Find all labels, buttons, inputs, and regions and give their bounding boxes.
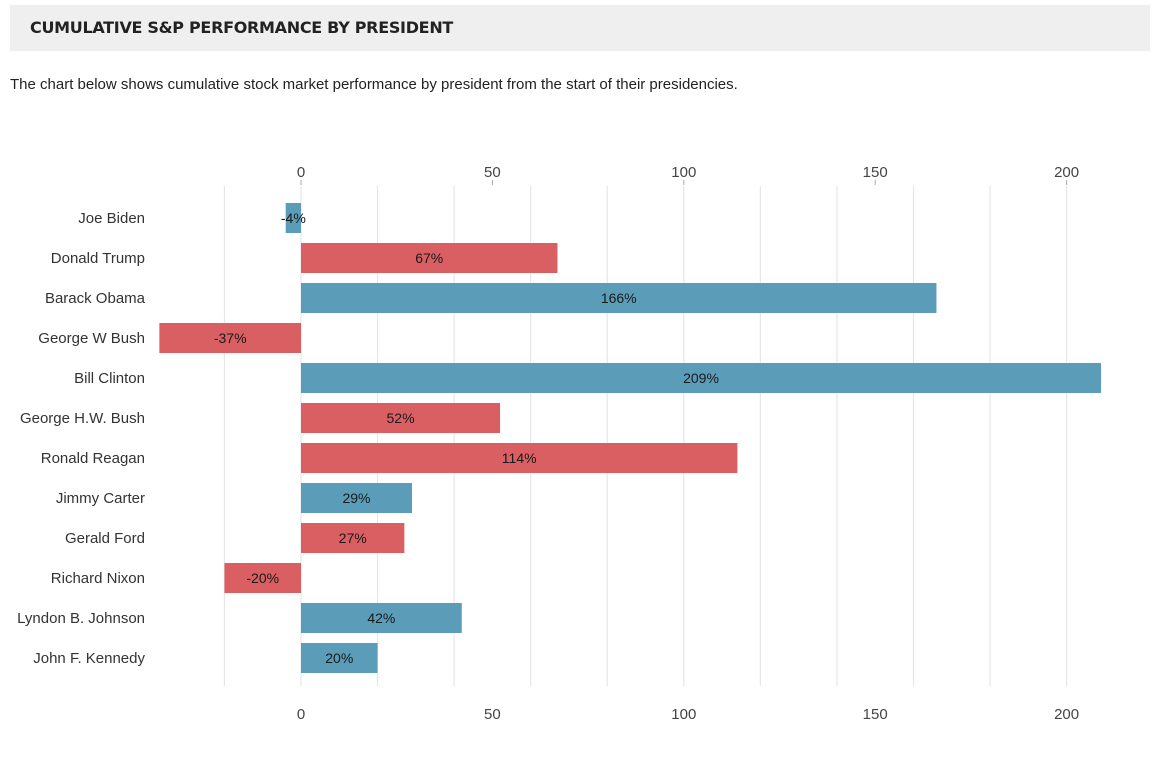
- top-tick-label: 50: [484, 164, 501, 181]
- category-label: Barack Obama: [45, 290, 146, 307]
- bar: [224, 563, 301, 593]
- bar: [301, 523, 405, 553]
- chart-title: CUMULATIVE S&P PERFORMANCE BY PRESIDENT: [30, 18, 454, 37]
- bar-value-label: 29%: [342, 490, 370, 506]
- bar: [301, 603, 462, 633]
- bottom-tick-label: 50: [484, 706, 501, 723]
- bar-value-label: 209%: [683, 370, 719, 386]
- bar: [301, 403, 501, 433]
- category-label: Richard Nixon: [51, 570, 145, 587]
- category-label: Gerald Ford: [65, 530, 145, 547]
- bar: [301, 243, 558, 273]
- chart-title-bar: CUMULATIVE S&P PERFORMANCE BY PRESIDENT: [10, 5, 1150, 51]
- top-x-axis: 0 50 100 150 200: [297, 164, 1079, 185]
- category-label: Lyndon B. Johnson: [17, 610, 145, 627]
- bars: [159, 203, 1102, 673]
- top-tick-label: 0: [297, 164, 305, 181]
- bar-value-label: 20%: [325, 650, 353, 666]
- category-label: George W Bush: [38, 330, 145, 347]
- bar: [285, 203, 301, 233]
- bar-value-labels: -4% 67% 166% -37% 209% 52% 114% 29% 27% -20% 42% 20…: [214, 210, 719, 666]
- top-tick-label: 200: [1054, 164, 1079, 181]
- bottom-tick-label: 200: [1054, 706, 1079, 723]
- category-label: Bill Clinton: [74, 370, 145, 387]
- bar: [301, 643, 378, 673]
- bottom-x-axis: 0 50 100 150 200: [297, 706, 1079, 723]
- category-label: Ronald Reagan: [41, 450, 145, 467]
- bar: [301, 283, 937, 313]
- bar-value-label: -20%: [246, 570, 279, 586]
- bar-value-label: -37%: [214, 330, 247, 346]
- bar: [301, 363, 1102, 393]
- category-label: George H.W. Bush: [20, 410, 145, 427]
- category-labels: Joe Biden Donald Trump Barack Obama George …: [17, 210, 146, 667]
- bottom-tick-label: 150: [863, 706, 888, 723]
- bar-value-label: 166%: [601, 290, 637, 306]
- bar-value-label: 114%: [502, 450, 537, 466]
- bar-value-label: 67%: [415, 250, 443, 266]
- bar-value-label: 27%: [339, 530, 367, 546]
- bar-chart: 0 50 100 150 200 0 50 100 150 200 Joe Biden Donal…: [17, 164, 1102, 723]
- bar-value-label: 42%: [367, 610, 395, 626]
- bottom-tick-label: 0: [297, 706, 305, 723]
- top-tick-label: 100: [671, 164, 696, 181]
- category-label: John F. Kennedy: [33, 650, 145, 667]
- bottom-tick-label: 100: [671, 706, 696, 723]
- top-tick-label: 150: [863, 164, 888, 181]
- bar-value-label: 52%: [387, 410, 415, 426]
- category-label: Jimmy Carter: [56, 490, 145, 507]
- category-label: Joe Biden: [78, 210, 145, 227]
- category-label: Donald Trump: [51, 250, 145, 267]
- bar: [159, 323, 301, 353]
- bar: [301, 443, 738, 473]
- bar: [301, 483, 413, 513]
- bar-value-label: -4%: [281, 210, 306, 226]
- chart-description: The chart below shows cumulative stock m…: [10, 76, 738, 93]
